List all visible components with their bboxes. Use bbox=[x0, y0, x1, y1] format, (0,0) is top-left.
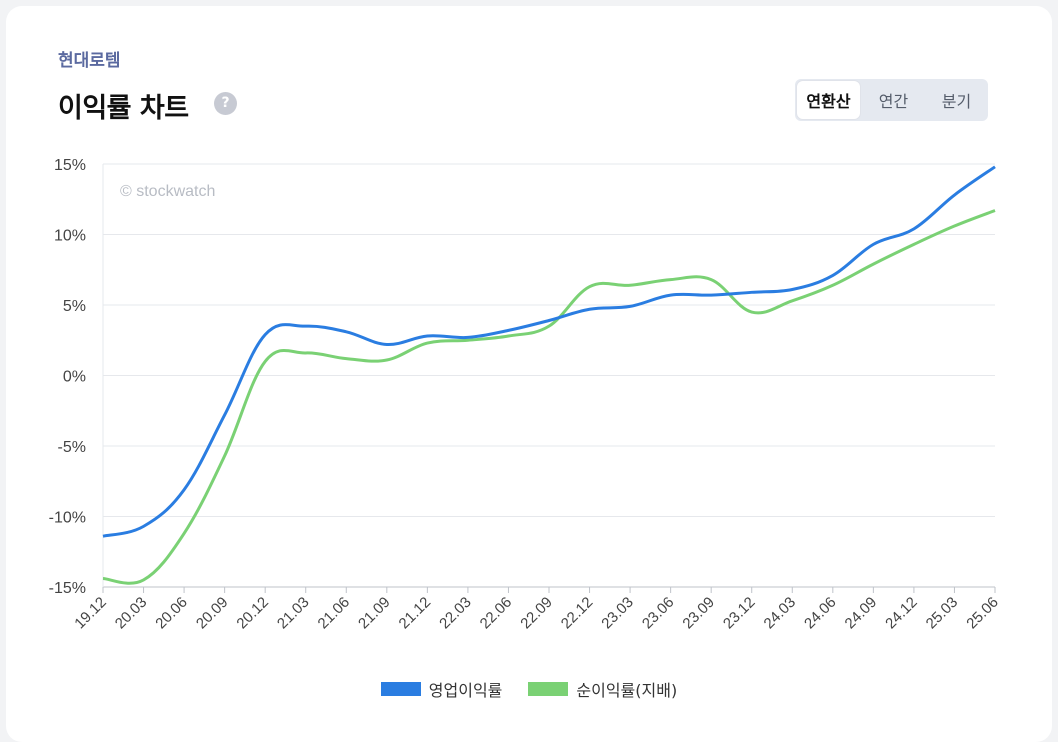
legend-item-net[interactable]: 순이익률(지배) bbox=[528, 677, 677, 701]
x-tick-label: 21.12 bbox=[396, 594, 435, 633]
x-tick-label: 19.12 bbox=[71, 594, 110, 633]
x-tick-label: 21.09 bbox=[355, 594, 394, 633]
x-axis: 19.12 20.03 20.06 20.09 20.12 21.03 21.06 21.09… bbox=[71, 587, 1002, 632]
x-tick-label: 23.06 bbox=[639, 594, 678, 633]
x-tick-label: 21.03 bbox=[274, 594, 313, 633]
x-tick-label: 25.06 bbox=[963, 594, 1002, 633]
x-tick-label: 20.03 bbox=[112, 594, 151, 633]
x-tick-label: 23.12 bbox=[720, 594, 759, 633]
series-lines bbox=[102, 165, 996, 585]
x-tick-label: 21.06 bbox=[315, 594, 354, 633]
tab-quarterly[interactable]: 분기 bbox=[941, 92, 972, 111]
y-tick-label: 5% bbox=[63, 298, 86, 315]
x-tick-label: 24.12 bbox=[882, 594, 921, 633]
x-tick-label: 22.09 bbox=[517, 594, 556, 633]
y-tick-label: -15% bbox=[49, 580, 86, 597]
y-axis: 15% 10% 5% 0% -5% -10% -15% bbox=[49, 157, 86, 597]
x-tick-label: 20.06 bbox=[152, 594, 191, 633]
grid bbox=[102, 163, 995, 588]
x-tick-label: 20.09 bbox=[193, 594, 232, 633]
legend-label-operating: 영업이익률 bbox=[428, 681, 503, 700]
x-tick-label: 25.03 bbox=[923, 594, 962, 633]
y-tick-label: 15% bbox=[54, 157, 86, 174]
legend-swatch-net bbox=[528, 682, 569, 696]
company-name[interactable]: 현대로템 bbox=[58, 51, 121, 71]
tab-annual[interactable]: 연간 bbox=[878, 92, 909, 111]
x-tick-label: 22.06 bbox=[477, 594, 516, 633]
legend-item-operating[interactable]: 영업이익률 bbox=[380, 677, 503, 701]
legend-swatch-operating bbox=[380, 682, 421, 696]
legend-label-net: 순이익률(지배) bbox=[576, 681, 678, 700]
x-tick-label: 23.09 bbox=[679, 594, 718, 633]
chart-card bbox=[6, 6, 1052, 742]
period-tabs: 연환산 연간 분기 bbox=[795, 79, 988, 121]
x-tick-label: 24.09 bbox=[842, 594, 881, 633]
series-line-operating-margin[interactable] bbox=[102, 165, 996, 538]
help-icon[interactable]: ? bbox=[214, 92, 237, 115]
x-tick-label: 22.03 bbox=[436, 594, 475, 633]
tab-annualized[interactable]: 연환산 bbox=[797, 81, 860, 119]
x-tick-label: 20.12 bbox=[233, 594, 272, 633]
x-tick-label: 22.12 bbox=[558, 594, 597, 633]
y-tick-label: -10% bbox=[49, 510, 86, 527]
y-tick-label: 0% bbox=[63, 369, 86, 386]
y-tick-label: 10% bbox=[54, 228, 86, 245]
legend: 영업이익률 순이익률(지배) bbox=[0, 677, 1058, 701]
page-title: 이익률 차트 bbox=[58, 93, 189, 124]
x-tick-label: 23.03 bbox=[598, 594, 637, 633]
watermark: © stockwatch bbox=[120, 183, 215, 200]
series-line-net-margin[interactable] bbox=[102, 209, 996, 585]
y-tick-label: -5% bbox=[58, 439, 86, 456]
x-tick-label: 24.06 bbox=[801, 594, 840, 633]
x-tick-label: 24.03 bbox=[761, 594, 800, 633]
